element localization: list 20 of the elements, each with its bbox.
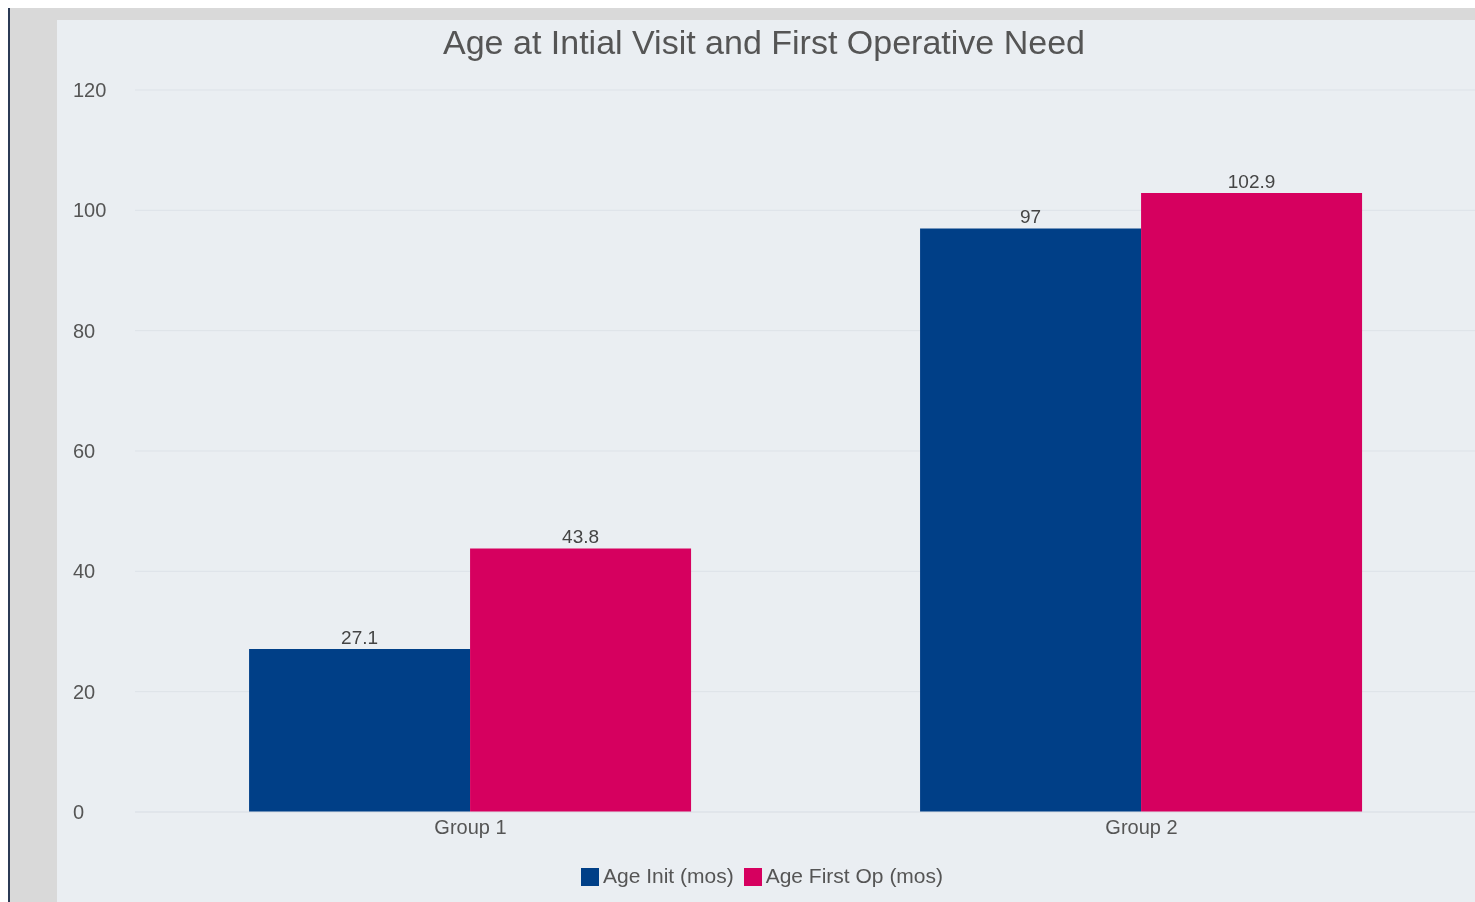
y-tick-label: 100	[73, 199, 107, 222]
data-label: 97	[1020, 206, 1042, 228]
x-tick-label: Group 2	[1105, 816, 1178, 839]
legend-label: Age First Op (mos)	[765, 864, 944, 887]
data-label: 27.1	[341, 626, 379, 648]
y-tick-label: 0	[73, 801, 85, 824]
bar	[249, 648, 471, 812]
chart-title: Age at Intial Visit and First Operative Need	[443, 23, 1085, 61]
y-tick-label: 60	[73, 440, 96, 463]
y-tick-label: 120	[73, 79, 107, 102]
data-label: 43.8	[562, 526, 600, 548]
data-label: 102.9	[1227, 170, 1276, 192]
y-tick-label: 20	[73, 680, 96, 703]
x-tick-label: Group 1	[434, 816, 507, 839]
y-tick-label: 80	[73, 319, 96, 342]
legend-label: Age Init (mos)	[602, 864, 734, 887]
y-tick-label: 40	[73, 560, 96, 583]
bar	[920, 228, 1142, 812]
bar	[1141, 192, 1363, 812]
bar	[470, 548, 692, 812]
